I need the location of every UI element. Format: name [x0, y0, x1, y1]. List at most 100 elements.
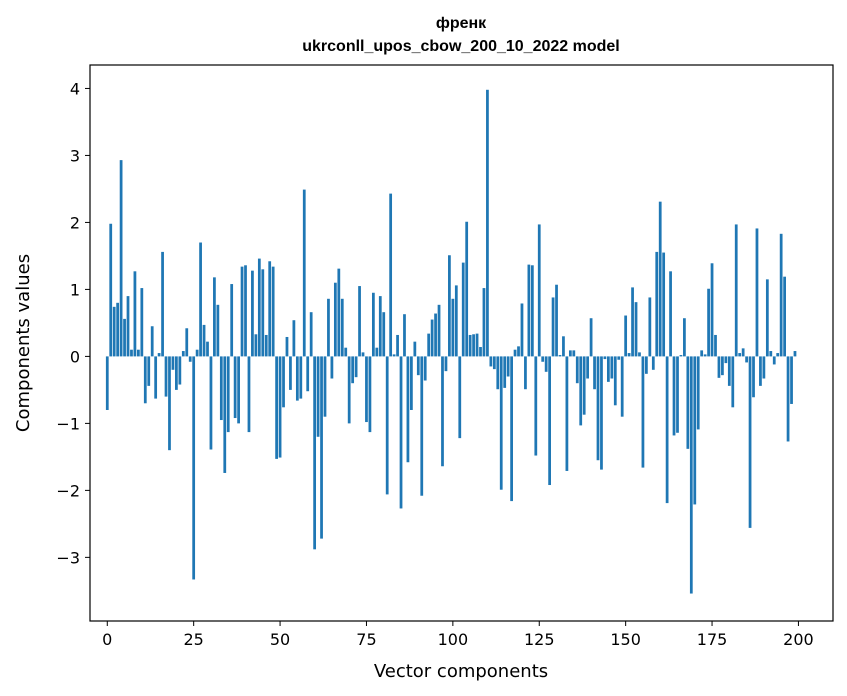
bar-component-151 [627, 353, 631, 357]
bar-component-39 [240, 266, 244, 357]
bar-component-154 [638, 352, 641, 357]
bar-component-22 [181, 351, 185, 357]
bar-component-100 [451, 298, 455, 357]
bar-component-149 [620, 356, 624, 417]
bar-component-105 [468, 334, 472, 357]
bar-component-160 [658, 201, 662, 357]
bar-component-117 [510, 356, 513, 502]
bar-component-77 [371, 292, 375, 357]
bar-component-199 [793, 351, 797, 357]
bar-component-109 [482, 288, 486, 357]
bar-component-124 [534, 356, 538, 456]
bar-component-141 [593, 356, 596, 390]
bar-component-78 [375, 347, 379, 357]
plot-area-frame [89, 64, 834, 622]
y-axis-ticks: −3 −2 −1 0 1 2 3 4 [56, 79, 90, 567]
bar-component-166 [679, 355, 683, 357]
y-tick-label: 3 [70, 146, 80, 165]
x-tick-label: 100 [438, 630, 469, 649]
bar-component-188 [755, 228, 759, 357]
bar-component-150 [624, 315, 628, 357]
bar-component-51 [282, 356, 285, 408]
bar-component-91 [420, 356, 424, 496]
bar-component-121 [524, 356, 527, 390]
bar-component-3 [116, 302, 120, 357]
bar-component-153 [634, 302, 638, 357]
bar-component-114 [499, 356, 503, 490]
bar-component-161 [662, 252, 666, 357]
bar-component-115 [503, 356, 507, 388]
bar-component-94 [430, 319, 434, 357]
x-axis-label: Vector components [374, 661, 548, 682]
bar-component-31 [213, 277, 216, 357]
bar-component-58 [306, 356, 310, 392]
bar-component-104 [465, 221, 469, 357]
bar-component-9 [137, 349, 140, 357]
bar-component-7 [130, 349, 133, 357]
bar-component-118 [513, 349, 517, 357]
bar-component-140 [589, 318, 593, 357]
bar-component-186 [748, 356, 752, 528]
bar-component-180 [727, 356, 731, 386]
bar-component-63 [323, 356, 327, 417]
bar-component-134 [568, 350, 572, 357]
bar-component-2 [112, 306, 116, 357]
bar-component-90 [416, 356, 420, 376]
bar-component-107 [475, 333, 479, 357]
bar-component-190 [762, 356, 766, 379]
x-tick-label: 125 [524, 630, 555, 649]
bar-component-170 [693, 356, 697, 505]
bar-component-70 [347, 356, 351, 424]
bar-component-5 [123, 318, 126, 357]
bar-component-99 [448, 255, 451, 357]
y-tick-label: 0 [70, 347, 80, 366]
bar-component-1 [109, 223, 113, 357]
bar-component-106 [472, 334, 475, 357]
y-tick-label: −2 [56, 481, 80, 500]
bar-component-197 [786, 356, 790, 442]
y-tick-label: 1 [70, 280, 80, 299]
bar-component-95 [434, 313, 437, 357]
bar-component-92 [423, 356, 427, 381]
bar-component-44 [257, 258, 261, 357]
bar-component-55 [295, 356, 299, 401]
bar-component-146 [610, 356, 614, 379]
bar-component-164 [672, 356, 676, 436]
x-tick-label: 75 [356, 630, 376, 649]
bar-component-23 [185, 328, 189, 357]
bar-component-168 [686, 356, 690, 449]
bar-component-163 [669, 271, 672, 357]
bar-component-45 [261, 269, 265, 357]
bar-component-16 [161, 251, 164, 357]
bar-component-191 [765, 279, 769, 357]
bar-component-69 [344, 347, 348, 357]
bar-component-130 [555, 284, 558, 357]
bar-component-10 [140, 288, 144, 357]
bar-component-50 [278, 356, 282, 458]
bar-component-18 [168, 356, 171, 451]
bar-component-56 [299, 356, 303, 399]
bar-component-123 [530, 265, 534, 357]
bar-component-144 [603, 356, 607, 360]
bar-component-162 [665, 356, 669, 504]
bar-component-15 [157, 353, 161, 357]
bar-component-11 [143, 356, 147, 404]
bar-component-89 [413, 341, 417, 357]
bar-component-30 [209, 356, 213, 450]
bar-component-0 [105, 356, 109, 410]
bar-component-87 [406, 356, 410, 463]
bar-component-194 [776, 353, 780, 357]
bar-component-32 [216, 304, 220, 357]
bar-component-113 [496, 356, 500, 390]
bar-component-26 [195, 349, 199, 357]
bar-component-136 [575, 356, 579, 384]
chart-title-line1: френк [436, 15, 487, 32]
bar-component-93 [427, 333, 431, 357]
bar-component-103 [461, 262, 465, 357]
bar-component-28 [202, 324, 206, 357]
bar-component-169 [689, 356, 693, 594]
bar-component-179 [724, 356, 728, 364]
bar-component-67 [337, 268, 341, 357]
bar-component-29 [206, 341, 209, 357]
bar-component-66 [333, 282, 337, 357]
